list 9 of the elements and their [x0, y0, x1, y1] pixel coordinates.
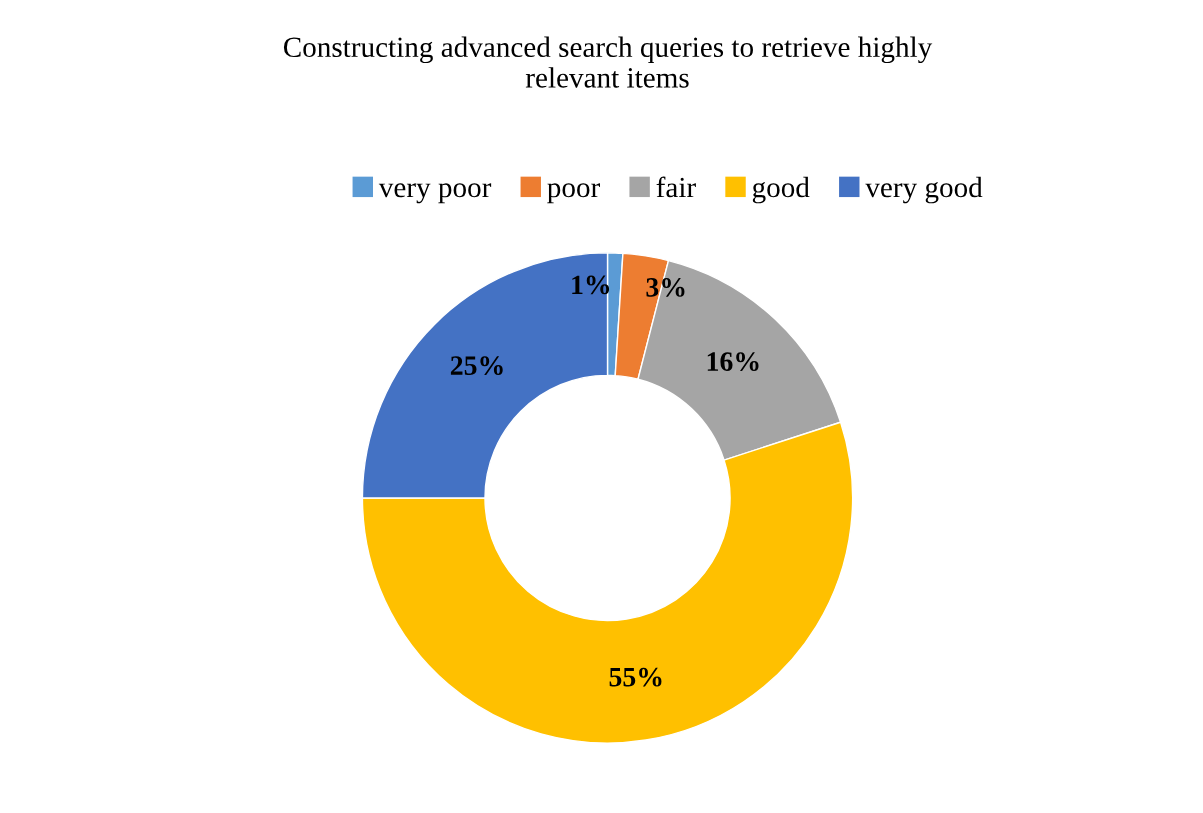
legend-label: very good [865, 176, 983, 204]
data-label: 25% [450, 356, 503, 376]
data-label: 16% [707, 352, 759, 372]
legend-label: good [752, 176, 810, 204]
legend-label: poor [547, 183, 601, 204]
chart-title: Constructing advanced search queries to retrieve highly relevant items [283, 36, 933, 88]
legend-label: fair [656, 176, 696, 198]
legend-label: very poor [378, 183, 492, 204]
data-label: 55% [609, 667, 662, 687]
